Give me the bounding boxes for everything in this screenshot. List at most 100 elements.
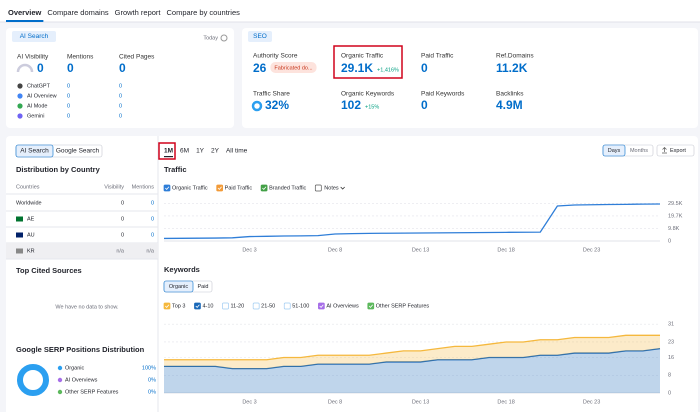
granularity-option[interactable]: Days <box>608 148 621 154</box>
period-button[interactable]: All time <box>226 148 248 155</box>
cell: 0 <box>121 200 124 206</box>
y-tick-label: 8 <box>668 373 671 379</box>
metric-value[interactable]: 32% <box>265 98 289 112</box>
legend-label[interactable]: 4-10 <box>202 303 213 309</box>
legend-label[interactable]: Other SERP Features <box>376 303 430 309</box>
check <box>368 304 373 308</box>
y-tick-label: 19.7K <box>668 213 683 219</box>
legend-checkbox[interactable] <box>318 302 325 310</box>
y-tick-label: 16 <box>668 355 674 361</box>
main-card <box>6 136 698 412</box>
legend-value: 0% <box>148 377 156 383</box>
period-button[interactable]: 2Y <box>211 148 220 155</box>
series-line <box>164 334 660 361</box>
legend-label: AI Overviews <box>65 377 98 383</box>
cell: KR <box>27 248 35 254</box>
tab[interactable]: Growth report <box>115 8 162 17</box>
legend-label: Other SERP Features <box>65 389 119 395</box>
tab[interactable]: Compare domains <box>47 8 109 17</box>
legend-label[interactable]: Branded Traffic <box>269 185 306 191</box>
legend-checkbox[interactable] <box>194 302 201 310</box>
source-cited: 0 <box>119 93 122 99</box>
metric-value: 0 <box>119 61 126 75</box>
legend-checkbox[interactable] <box>260 184 268 192</box>
notes-button[interactable]: Notes <box>324 185 339 191</box>
legend-checkbox[interactable] <box>222 302 229 310</box>
tab[interactable]: Overview <box>8 8 42 17</box>
cell: AU <box>27 232 35 238</box>
date: Today <box>203 35 218 41</box>
period-button[interactable]: 1M <box>164 148 173 155</box>
legend-label[interactable]: 11-20 <box>230 303 244 309</box>
x-tick-label: Dec 8 <box>328 399 342 405</box>
toggle-option[interactable]: AI Search <box>20 148 49 155</box>
metric-value[interactable]: 4.9M <box>496 98 523 112</box>
source-name: AI Mode <box>27 103 47 109</box>
export-label[interactable]: Export <box>670 148 686 154</box>
legend-label[interactable]: 21-50 <box>261 303 275 309</box>
series-line <box>164 347 661 370</box>
legend-checkbox[interactable] <box>216 184 224 192</box>
legend-dot <box>57 377 63 383</box>
metric-label: Authority Score <box>253 53 298 60</box>
cell: n/a <box>116 248 125 254</box>
metric-value[interactable]: 102 <box>341 98 361 112</box>
chart-title: Keywords <box>164 265 200 274</box>
legend-checkbox[interactable] <box>283 302 291 310</box>
cell: 0 <box>151 232 154 238</box>
check <box>262 186 267 190</box>
legend-checkbox[interactable] <box>163 184 171 192</box>
legend-checkbox[interactable] <box>163 302 171 310</box>
cell: AE <box>27 216 35 222</box>
x-tick-label: Dec 3 <box>242 247 256 253</box>
metric-label: Paid Keywords <box>421 91 465 98</box>
tab-bar <box>0 0 700 22</box>
metric-label: Organic Keywords <box>341 91 395 98</box>
legend-label[interactable]: Top 3 <box>172 303 185 309</box>
period-button[interactable]: 6M <box>180 148 189 155</box>
toggle-active <box>15 144 54 158</box>
metric-change: +1,416% <box>377 67 399 73</box>
flag <box>16 248 23 254</box>
y-tick-label: 31 <box>668 322 674 328</box>
legend-label[interactable]: Paid Traffic <box>225 185 253 191</box>
metric-value[interactable]: 0 <box>421 61 428 75</box>
legend-label[interactable]: Organic Traffic <box>172 185 208 191</box>
metric-label: Backlinks <box>496 91 524 98</box>
metric-label: Organic Traffic <box>341 53 384 60</box>
legend-label[interactable]: 51-100 <box>292 303 309 309</box>
cell: 0 <box>121 232 124 238</box>
metric-value[interactable]: 26 <box>253 61 267 75</box>
toggle-option[interactable]: Organic <box>169 284 189 290</box>
granularity-active <box>602 144 626 157</box>
metric-value[interactable]: 11.2K <box>496 61 528 75</box>
toggle-option[interactable]: Google Search <box>56 148 100 155</box>
cell: 0 <box>151 200 154 206</box>
metric-label: Mentions <box>67 54 94 61</box>
metric-tag: Fabricated do... <box>274 65 313 71</box>
empty-state: We have no data to show. <box>55 304 119 310</box>
metric-value[interactable]: 29.1K <box>341 61 373 75</box>
tab-underline <box>6 20 44 22</box>
flag <box>16 232 23 238</box>
legend-checkbox[interactable] <box>367 302 375 310</box>
series-line <box>163 203 661 240</box>
cell: 0 <box>151 216 154 222</box>
gauge <box>16 63 34 73</box>
flag <box>16 216 23 222</box>
granularity-option[interactable]: Months <box>630 148 648 154</box>
export-icon <box>662 147 667 154</box>
metric-label: Cited Pages <box>119 54 155 61</box>
legend-dot <box>57 389 63 395</box>
y-tick-label: 23 <box>668 339 674 345</box>
legend-checkbox[interactable] <box>252 302 260 310</box>
section-title: Top Cited Sources <box>16 266 82 275</box>
badge-text: SEO <box>253 33 267 40</box>
tab[interactable]: Compare by countries <box>167 8 241 17</box>
period-button[interactable]: 1Y <box>196 148 205 155</box>
toggle-option[interactable]: Paid <box>197 284 208 290</box>
x-tick-label: Dec 23 <box>583 399 600 405</box>
legend-value: 100% <box>142 365 156 371</box>
legend-label[interactable]: AI Overviews <box>326 303 359 309</box>
metric-value[interactable]: 0 <box>421 98 428 112</box>
